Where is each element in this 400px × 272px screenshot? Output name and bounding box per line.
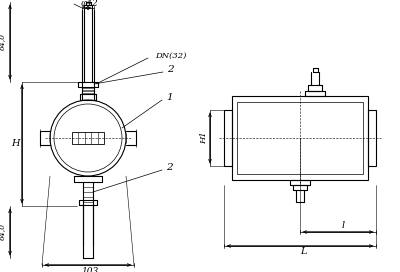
- Text: H1: H1: [200, 132, 208, 144]
- Text: 2: 2: [167, 66, 174, 75]
- Text: φ42: φ42: [80, 0, 98, 8]
- Text: 64,0: 64,0: [0, 33, 6, 51]
- Text: l: l: [342, 221, 344, 230]
- Bar: [224, 110, 232, 166]
- Bar: [237, 102, 363, 174]
- Text: 2: 2: [166, 163, 173, 172]
- Text: H: H: [11, 140, 19, 149]
- Text: 1: 1: [166, 94, 173, 103]
- Bar: [72, 132, 104, 144]
- Text: L: L: [300, 248, 306, 256]
- Text: 103: 103: [81, 267, 99, 272]
- Text: DN(32): DN(32): [155, 52, 186, 60]
- Bar: [368, 110, 376, 166]
- Bar: [232, 96, 368, 180]
- Text: 64,0: 64,0: [0, 224, 6, 240]
